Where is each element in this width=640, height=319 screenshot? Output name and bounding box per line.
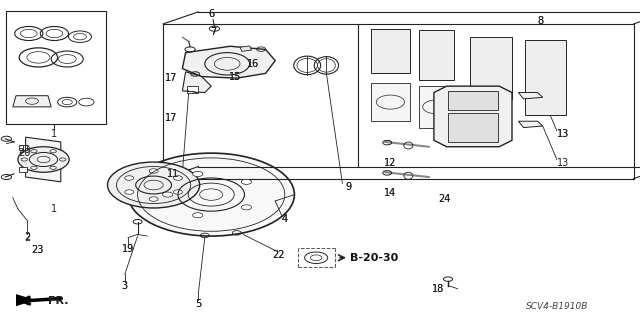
Text: 18: 18	[432, 284, 445, 294]
Text: 20: 20	[18, 148, 31, 158]
Polygon shape	[19, 167, 27, 172]
Text: 23: 23	[31, 245, 44, 256]
Text: 11: 11	[166, 169, 179, 179]
Text: 24: 24	[438, 194, 451, 204]
Text: 17: 17	[165, 73, 178, 83]
Polygon shape	[448, 91, 498, 110]
Circle shape	[125, 176, 134, 180]
Text: 13: 13	[557, 129, 570, 139]
Circle shape	[18, 147, 69, 172]
Circle shape	[193, 171, 203, 176]
Circle shape	[163, 192, 173, 197]
Polygon shape	[518, 93, 543, 99]
Text: 2: 2	[24, 233, 30, 243]
Polygon shape	[19, 145, 27, 150]
Polygon shape	[434, 86, 512, 147]
Circle shape	[125, 190, 134, 194]
Bar	[525, 40, 566, 115]
Polygon shape	[240, 46, 252, 51]
Polygon shape	[13, 96, 51, 107]
Text: 3: 3	[122, 280, 128, 291]
Polygon shape	[182, 46, 275, 78]
Text: FR.: FR.	[48, 296, 68, 307]
Text: 11: 11	[166, 169, 179, 179]
Text: 17: 17	[165, 73, 178, 83]
Polygon shape	[16, 294, 35, 306]
Text: 19: 19	[122, 244, 134, 254]
Text: 9: 9	[346, 182, 352, 192]
Text: 9: 9	[346, 182, 352, 192]
Text: 14: 14	[384, 188, 397, 198]
Bar	[371, 29, 410, 73]
Text: 1: 1	[51, 204, 58, 214]
Polygon shape	[182, 72, 211, 93]
Circle shape	[149, 169, 158, 173]
Text: 4: 4	[282, 213, 288, 224]
Text: 20: 20	[18, 145, 31, 155]
Circle shape	[108, 162, 200, 208]
Polygon shape	[518, 121, 543, 128]
Bar	[6, 11, 106, 124]
Text: 12: 12	[384, 158, 397, 168]
Text: 15: 15	[229, 71, 242, 82]
Polygon shape	[448, 113, 498, 142]
Bar	[419, 86, 454, 128]
Bar	[419, 30, 454, 80]
Text: 19: 19	[122, 244, 134, 254]
Text: 22: 22	[272, 250, 285, 260]
Text: 8: 8	[538, 16, 544, 26]
Text: 8: 8	[538, 16, 544, 26]
Bar	[470, 37, 512, 99]
Text: 17: 17	[165, 113, 178, 123]
Text: 12: 12	[384, 158, 397, 168]
Circle shape	[173, 190, 182, 194]
Text: 6: 6	[208, 9, 214, 19]
Circle shape	[173, 176, 182, 180]
Text: 13: 13	[557, 158, 570, 168]
Text: 3: 3	[122, 280, 128, 291]
Text: B-20-30: B-20-30	[350, 253, 399, 263]
Text: 18: 18	[432, 284, 445, 294]
Text: 14: 14	[384, 188, 397, 198]
Text: 13: 13	[557, 129, 570, 139]
Text: 5: 5	[195, 299, 202, 309]
Circle shape	[193, 213, 203, 218]
Text: 2: 2	[24, 232, 30, 242]
Text: 15: 15	[229, 71, 242, 82]
Polygon shape	[187, 86, 198, 93]
Text: 6: 6	[208, 9, 214, 19]
Text: 17: 17	[165, 113, 178, 123]
Text: 4: 4	[282, 213, 288, 224]
Text: 23: 23	[31, 245, 44, 255]
Text: 16: 16	[246, 59, 259, 69]
Text: 16: 16	[246, 59, 259, 69]
Circle shape	[149, 197, 158, 201]
Text: 5: 5	[195, 299, 202, 309]
Text: 7: 7	[210, 27, 216, 37]
Circle shape	[241, 179, 252, 184]
Circle shape	[241, 205, 252, 210]
Text: 22: 22	[272, 250, 285, 260]
Polygon shape	[26, 137, 61, 182]
Bar	[371, 83, 410, 121]
Text: 1: 1	[51, 129, 58, 139]
Text: 24: 24	[438, 194, 451, 204]
Text: 7: 7	[210, 27, 216, 37]
Circle shape	[128, 153, 294, 236]
Text: SCV4-B1910B: SCV4-B1910B	[525, 302, 588, 311]
